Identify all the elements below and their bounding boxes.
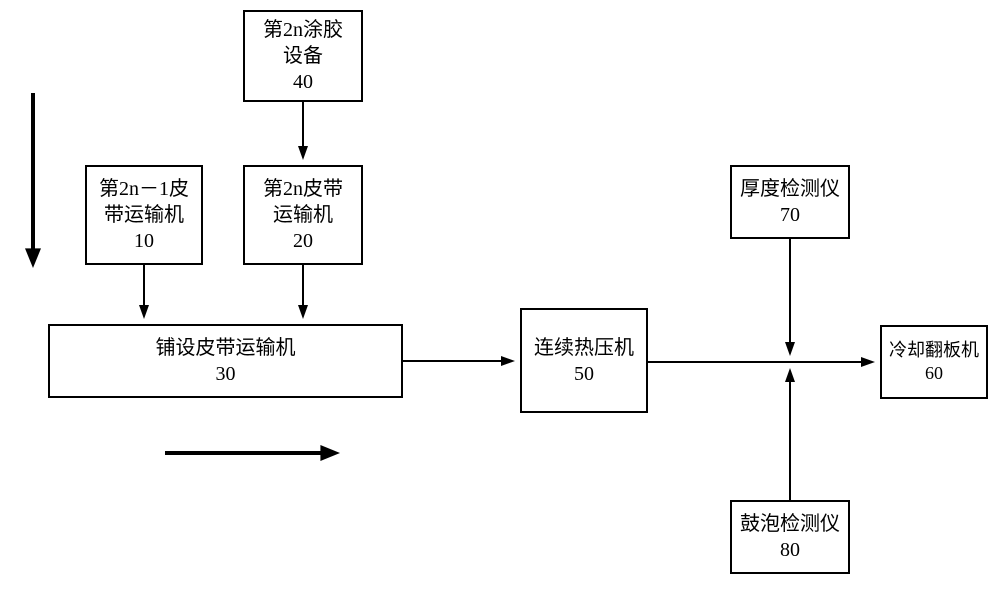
- node-label-line1: 第2n皮带: [263, 176, 343, 202]
- node-label-line2: 带运输机: [104, 202, 184, 228]
- node-label-line1: 连续热压机: [534, 335, 634, 361]
- node-continuous-hot-press: 连续热压机 50: [520, 308, 648, 413]
- node-number: 70: [780, 202, 800, 228]
- node-label-line1: 冷却翻板机: [889, 339, 979, 362]
- node-number: 30: [216, 361, 236, 387]
- node-number: 20: [293, 228, 313, 254]
- connector-overlay: [0, 0, 1000, 598]
- node-label-line1: 厚度检测仪: [740, 176, 840, 202]
- node-number: 50: [574, 361, 594, 387]
- diagram-canvas: 第2n涂胶 设备 40 第2n－1皮 带运输机 10 第2n皮带 运输机 20 …: [0, 0, 1000, 598]
- node-label-line1: 鼓泡检测仪: [740, 511, 840, 537]
- node-label-line1: 第2n－1皮: [99, 176, 189, 202]
- node-cooling-flipper: 冷却翻板机 60: [880, 325, 988, 399]
- node-number: 60: [925, 362, 943, 385]
- node-label-line1: 第2n涂胶: [263, 17, 343, 43]
- node-belt-conveyor-2n: 第2n皮带 运输机 20: [243, 165, 363, 265]
- node-number: 10: [134, 228, 154, 254]
- node-label-line2: 运输机: [273, 202, 333, 228]
- node-bubble-detector: 鼓泡检测仪 80: [730, 500, 850, 574]
- node-number: 80: [780, 537, 800, 563]
- node-coating-equipment-2n: 第2n涂胶 设备 40: [243, 10, 363, 102]
- node-thickness-detector: 厚度检测仪 70: [730, 165, 850, 239]
- node-laying-belt-conveyor: 铺设皮带运输机 30: [48, 324, 403, 398]
- node-label-line1: 铺设皮带运输机: [156, 335, 296, 361]
- node-belt-conveyor-2n-1: 第2n－1皮 带运输机 10: [85, 165, 203, 265]
- node-number: 40: [293, 69, 313, 95]
- node-label-line2: 设备: [283, 43, 323, 69]
